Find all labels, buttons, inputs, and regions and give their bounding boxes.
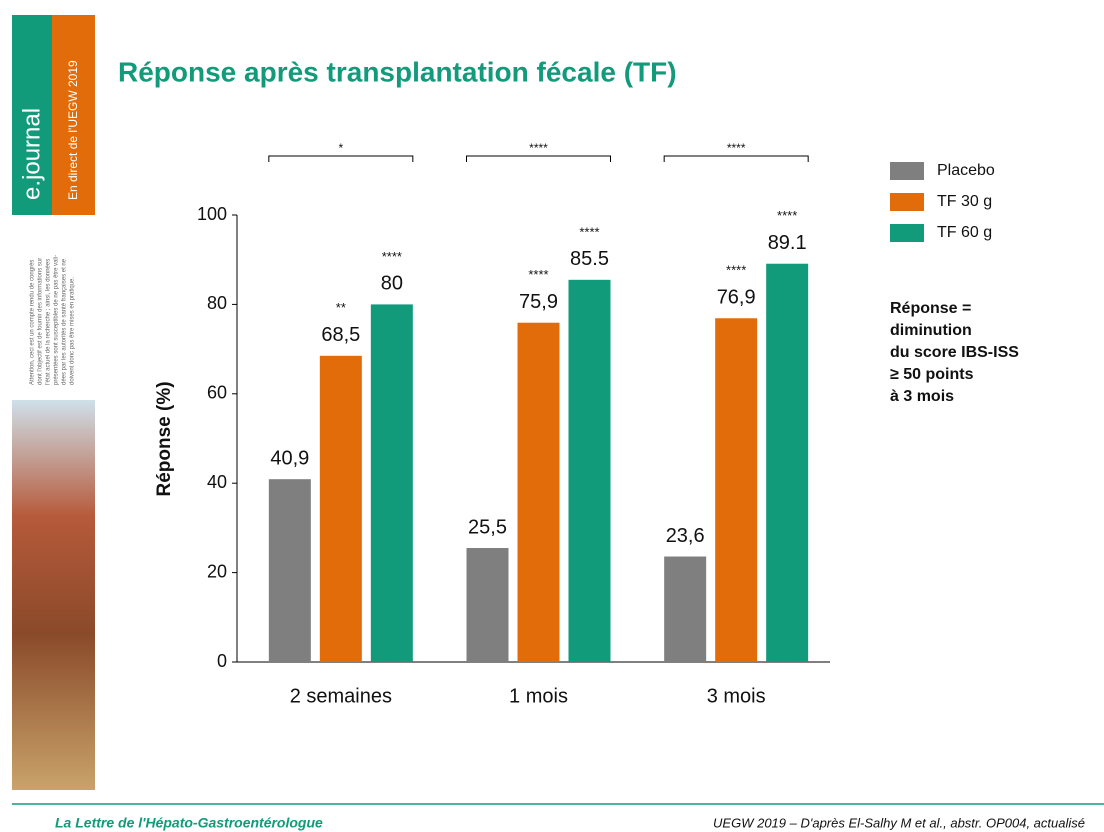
disclaimer-line: dées par les autorités de santé français…: [62, 258, 68, 385]
value-label: 80: [381, 273, 403, 295]
value-label: 23,6: [666, 525, 705, 547]
significance-bracket: [269, 156, 413, 162]
bracket-stars: ****: [529, 141, 548, 155]
bar: [715, 318, 757, 662]
legend-swatch: [890, 224, 924, 242]
slide: e.journal En direct de l'UEGW 2019 Atten…: [0, 0, 1104, 832]
disclaimer-line: présentées sont susceptibles de ne pas ê…: [54, 255, 60, 385]
side-image: [12, 400, 95, 790]
y-tick-label: 0: [217, 651, 227, 671]
legend-swatch: [890, 162, 924, 180]
disclaimer-line: dont l'objectif est de fournir des infor…: [38, 258, 44, 385]
bar: [371, 304, 413, 662]
y-tick-label: 40: [207, 472, 227, 492]
note-line: du score IBS-ISS: [890, 344, 1019, 361]
disclaimer-line: l'état actuel de la recherche ; ainsi, l…: [46, 259, 52, 385]
y-axis-label: Réponse (%): [154, 381, 175, 496]
note-line: diminution: [890, 322, 972, 339]
legend-swatch: [890, 193, 924, 211]
y-tick-label: 60: [207, 383, 227, 403]
value-label: 89.1: [768, 232, 807, 254]
bar: [569, 280, 611, 662]
y-tick-label: 80: [207, 293, 227, 313]
significance-stars: **: [336, 300, 346, 315]
footer-journal: La Lettre de l'Hépato-Gastroentérologue: [55, 815, 323, 831]
footer-source: UEGW 2019 – D'après El-Salhy M et al., a…: [713, 815, 1085, 830]
tagline: En direct de l'UEGW 2019: [66, 60, 80, 200]
bar: [518, 323, 560, 662]
disclaimer-line: doivent donc pas être mises en pratique.: [70, 277, 76, 385]
significance-stars: ****: [382, 249, 402, 264]
bar: [664, 557, 706, 662]
note-line: à 3 mois: [890, 388, 954, 405]
significance-stars: ****: [777, 208, 797, 223]
value-label: 76,9: [717, 287, 756, 309]
note-line: ≥ 50 points: [890, 366, 974, 383]
y-tick-label: 100: [197, 204, 227, 224]
significance-stars: ****: [528, 267, 548, 282]
y-tick-label: 20: [207, 561, 227, 581]
significance-bracket: [467, 156, 611, 162]
significance-bracket: [664, 156, 808, 162]
legend-label: TF 30 g: [937, 193, 992, 210]
value-label: 68,5: [321, 324, 360, 346]
legend-label: TF 60 g: [937, 224, 992, 241]
value-label: 25,5: [468, 516, 507, 538]
bar: [320, 356, 362, 662]
bar: [467, 548, 509, 662]
value-label: 40,9: [270, 447, 309, 469]
significance-stars: ****: [726, 263, 746, 278]
bracket-stars: *: [338, 141, 343, 155]
significance-stars: ****: [579, 224, 599, 239]
bar: [766, 264, 808, 662]
x-tick-label: 3 mois: [707, 685, 766, 707]
bracket-stars: ****: [727, 141, 746, 155]
note-line: Réponse =: [890, 300, 971, 317]
chart-title: Réponse après transplantation fécale (TF…: [118, 56, 677, 87]
value-label: 85.5: [570, 248, 609, 270]
bar: [269, 479, 311, 662]
legend-label: Placebo: [937, 162, 995, 179]
disclaimer: Attention, ceci est un compte rendu de c…: [30, 255, 76, 385]
x-tick-label: 2 semaines: [290, 685, 392, 707]
disclaimer-line: Attention, ceci est un compte rendu de c…: [30, 260, 36, 385]
value-label: 75,9: [519, 291, 558, 313]
x-tick-label: 1 mois: [509, 685, 568, 707]
brand: e.journal: [18, 108, 45, 200]
